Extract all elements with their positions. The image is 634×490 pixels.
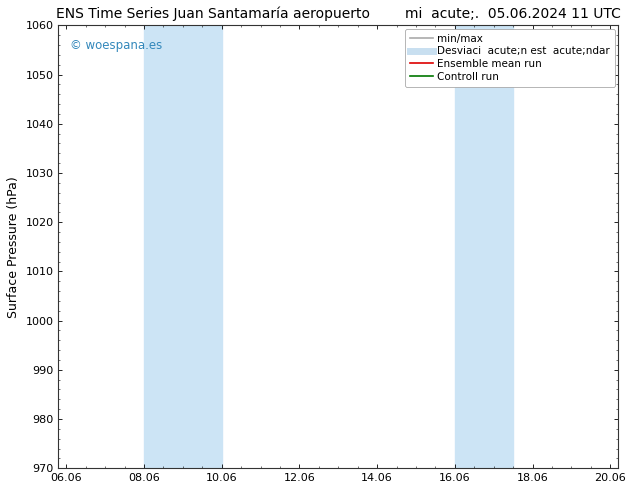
Legend: min/max, Desviaci  acute;n est  acute;ndar, Ensemble mean run, Controll run: min/max, Desviaci acute;n est acute;ndar… bbox=[404, 28, 615, 87]
Text: © woespana.es: © woespana.es bbox=[70, 39, 162, 51]
Bar bbox=[455, 25, 513, 468]
Y-axis label: Surface Pressure (hPa): Surface Pressure (hPa) bbox=[7, 176, 20, 318]
Title: ENS Time Series Juan Santamaría aeropuerto        mi  acute;.  05.06.2024 11 UTC: ENS Time Series Juan Santamaría aeropuer… bbox=[56, 7, 621, 22]
Bar bbox=[144, 25, 222, 468]
